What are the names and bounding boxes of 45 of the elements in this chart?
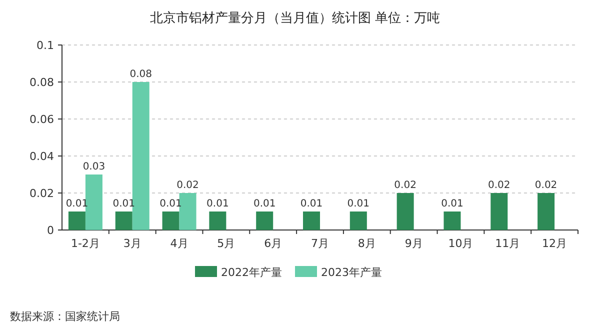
x-tick-label: 1-2月 bbox=[70, 237, 100, 250]
bar bbox=[132, 82, 150, 230]
data-label: 0.02 bbox=[488, 180, 510, 191]
bar bbox=[209, 212, 226, 230]
y-tick-label: 0.06 bbox=[30, 113, 54, 126]
x-tick-label: 11月 bbox=[495, 237, 520, 250]
bar bbox=[444, 212, 461, 230]
bar bbox=[179, 193, 196, 230]
x-tick-label: 9月 bbox=[404, 237, 423, 250]
data-label: 0.01 bbox=[253, 198, 276, 210]
data-label: 0.02 bbox=[534, 180, 558, 191]
legend-label: 2022年产量 bbox=[221, 266, 282, 279]
legend-label: 2023年产量 bbox=[321, 266, 382, 279]
x-tick-label: 8月 bbox=[358, 237, 376, 250]
data-label: 0.02 bbox=[394, 180, 416, 191]
y-tick-label: 0 bbox=[47, 224, 54, 237]
bar bbox=[68, 212, 86, 230]
x-tick-label: 10月 bbox=[448, 237, 474, 250]
bar bbox=[396, 193, 414, 230]
x-tick-label: 7月 bbox=[311, 237, 329, 250]
bar bbox=[162, 212, 180, 230]
bar bbox=[490, 193, 508, 230]
data-label: 0.02 bbox=[176, 180, 199, 191]
x-tick-label: 12月 bbox=[542, 237, 568, 250]
data-label: 0.08 bbox=[130, 69, 152, 80]
y-tick-label: 0.08 bbox=[30, 76, 54, 89]
x-tick-label: 4月 bbox=[170, 237, 188, 250]
source-note: 数据来源：国家统计局 bbox=[10, 310, 120, 323]
data-label: 0.01 bbox=[441, 198, 464, 210]
x-tick-label: 6月 bbox=[264, 237, 282, 250]
bar bbox=[303, 212, 320, 230]
bar bbox=[115, 212, 132, 230]
bar bbox=[538, 193, 555, 230]
y-tick-label: 0.04 bbox=[30, 150, 54, 163]
data-label: 0.03 bbox=[82, 162, 106, 172]
chart-title: 北京市铝材产量分月（当月值）统计图 单位：万吨 bbox=[150, 11, 440, 26]
y-tick-label: 0.02 bbox=[30, 187, 54, 200]
data-label: 0.01 bbox=[300, 198, 323, 210]
y-tick-label: 0.1 bbox=[36, 39, 54, 52]
data-label: 0.01 bbox=[206, 198, 229, 210]
bar bbox=[256, 212, 274, 230]
x-tick-label: 5月 bbox=[217, 237, 236, 250]
x-tick-label: 3月 bbox=[123, 237, 142, 250]
data-label: 0.01 bbox=[347, 198, 370, 210]
bar bbox=[350, 212, 367, 230]
